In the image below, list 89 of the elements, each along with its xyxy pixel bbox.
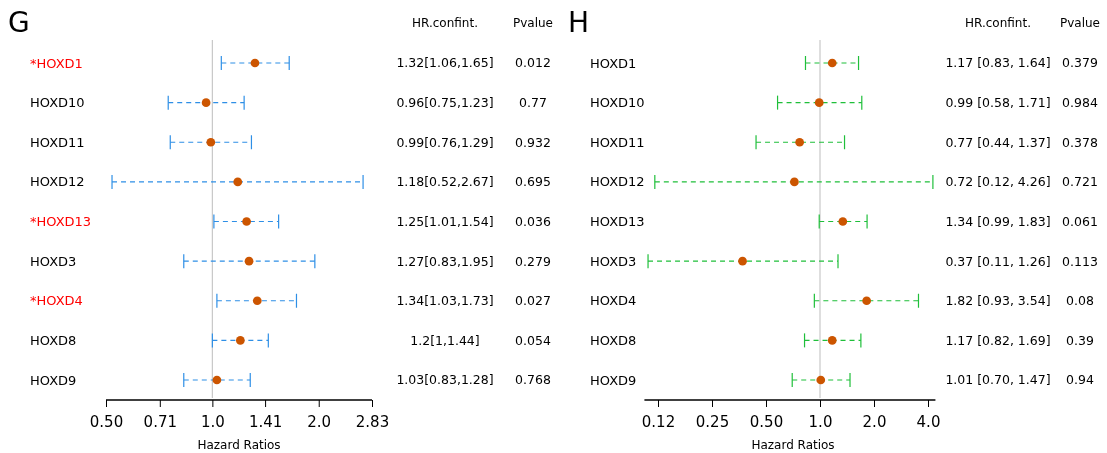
text: 1.32[1.06,1.65] — [396, 55, 494, 71]
text: 0.379 — [1062, 55, 1098, 71]
text: 0.94 — [1066, 372, 1094, 388]
text: 1.27[0.83,1.95] — [396, 253, 494, 269]
text: 0.768 — [515, 372, 551, 388]
point — [233, 177, 243, 187]
point — [242, 217, 251, 226]
x-tick-label: 2.83 — [355, 412, 390, 431]
text: 1.25[1.01,1.54] — [396, 213, 494, 229]
text: 1.01 [0.70, 1.47] — [945, 372, 1051, 388]
point — [814, 98, 824, 107]
text: 1.03[0.83,1.28] — [396, 372, 494, 388]
y-tick-label: HOXD8 — [30, 332, 77, 348]
x-axis-title: Hazard Ratios — [751, 438, 835, 452]
point — [838, 217, 848, 226]
text: 0.72 [0.12, 4.26] — [945, 174, 1051, 190]
y-tick-label: HOXD10 — [30, 95, 85, 111]
text: 0.08 — [1066, 293, 1094, 309]
x-tick-label: 4.0 — [916, 412, 941, 431]
text: 0.027 — [515, 293, 551, 309]
text: 1.17 [0.83, 1.64] — [945, 55, 1051, 71]
point — [206, 137, 216, 147]
point — [244, 256, 254, 266]
point — [827, 336, 837, 345]
text: HR.confint. — [965, 16, 1031, 30]
text: 0.932 — [515, 134, 551, 150]
point — [250, 58, 260, 68]
text: 0.378 — [1062, 134, 1098, 150]
point — [827, 58, 837, 68]
text: 0.279 — [515, 253, 551, 269]
point — [212, 375, 222, 385]
text: 0.99[0.76,1.29] — [396, 134, 494, 150]
x-tick-label: 0.50 — [749, 412, 784, 431]
y-tick-label: HOXD1 — [590, 55, 637, 71]
point — [201, 98, 211, 107]
text: 0.99 [0.58, 1.71] — [945, 95, 1051, 110]
text: 0.721 — [1062, 174, 1098, 190]
text: 1.2[1,1.44] — [410, 332, 480, 348]
point — [235, 336, 245, 345]
text: 0.695 — [515, 174, 551, 190]
text: 1.17 [0.82, 1.69] — [945, 332, 1051, 348]
text: 0.77 [0.44, 1.37] — [945, 134, 1051, 150]
x-tick-label: 2.0 — [307, 412, 332, 431]
text: 0.39 — [1066, 332, 1094, 348]
x-tick-label: 0.71 — [143, 412, 178, 431]
x-tick-label: 0.25 — [695, 412, 730, 431]
y-tick-label: *HOXD13 — [30, 214, 92, 230]
text: 0.113 — [1062, 253, 1098, 269]
y-tick-label: HOXD12 — [30, 174, 85, 190]
text: 1.82 [0.93, 3.54] — [945, 293, 1051, 309]
text: 0.984 — [1062, 95, 1098, 110]
y-tick-label: HOXD11 — [30, 134, 85, 150]
x-tick-label: 1.41 — [248, 412, 283, 431]
text: 0.054 — [515, 332, 551, 348]
y-tick-label: HOXD4 — [590, 293, 637, 309]
x-tick-label: 0.50 — [89, 412, 124, 431]
point — [252, 296, 262, 306]
text: 1.34[1.03,1.73] — [396, 293, 494, 309]
text: Pvalue — [1059, 16, 1101, 30]
x-tick-label: 1.0 — [200, 412, 225, 431]
text: 0.012 — [515, 55, 551, 71]
y-tick-label: HOXD8 — [590, 332, 637, 348]
y-tick-label: HOXD10 — [590, 95, 645, 111]
text: HR.confint. — [412, 16, 478, 30]
text: 0.96[0.75,1.23] — [396, 95, 494, 110]
y-tick-label: HOXD9 — [30, 372, 77, 388]
text: 1.34 [0.99, 1.83] — [945, 213, 1051, 229]
x-tick-label: 1.0 — [808, 412, 833, 431]
x-tick-label: 0.12 — [641, 412, 676, 431]
text: 0.061 — [1062, 213, 1098, 229]
y-tick-label: HOXD12 — [590, 174, 645, 190]
y-tick-label: HOXD13 — [590, 214, 645, 230]
point — [790, 177, 799, 187]
text: Pvalue — [512, 16, 554, 30]
y-tick-label: *HOXD4 — [30, 293, 83, 309]
y-tick-label: HOXD3 — [590, 253, 637, 269]
chart-title: H — [568, 6, 590, 39]
text: 1.18[0.52,2.67] — [396, 174, 494, 190]
y-tick-label: HOXD9 — [590, 372, 637, 388]
x-tick-label: 2.0 — [862, 412, 887, 431]
x-axis-title: Hazard Ratios — [197, 438, 281, 452]
text: 0.37 [0.11, 1.26] — [945, 253, 1051, 269]
text: 0.036 — [515, 213, 551, 229]
point — [795, 137, 805, 147]
chart-title: G — [8, 6, 30, 39]
text: 0.77 — [519, 95, 547, 110]
y-tick-label: HOXD3 — [30, 253, 77, 269]
y-tick-label: *HOXD1 — [30, 55, 83, 71]
y-tick-label: HOXD11 — [590, 134, 645, 150]
